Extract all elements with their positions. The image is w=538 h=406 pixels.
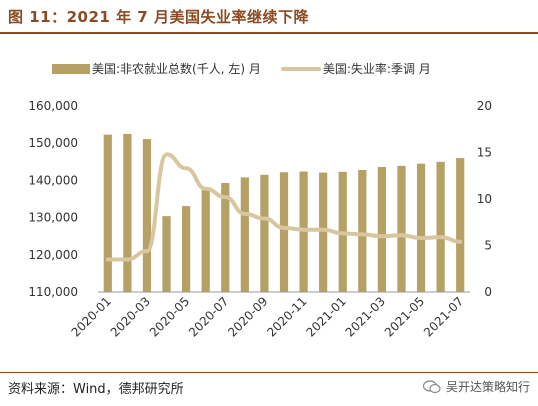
bar (181, 206, 191, 292)
bar (358, 169, 367, 292)
bar (201, 188, 210, 292)
bar (456, 158, 465, 292)
bar-series (103, 133, 465, 292)
y-right-tick-label: 10 (477, 192, 492, 206)
bar (436, 161, 445, 292)
y-right-tick-label: 15 (477, 146, 492, 160)
x-axis: 2020-012020-032020-052020-072020-092020-… (69, 291, 470, 340)
bar (377, 167, 387, 292)
legend-bar-label: 美国:非农就业总数(千人, 左) 月 (92, 62, 261, 76)
y-left-tick-label: 120,000 (28, 248, 78, 262)
left-axis: 110,000 120,000 130,000 140,000 150,000 160,0… (28, 99, 78, 299)
legend-bar-swatch (52, 63, 90, 74)
y-left-tick-label: 160,000 (28, 99, 78, 113)
footer-divider (0, 372, 538, 373)
y-left-tick-label: 130,000 (28, 211, 78, 225)
legend-line-label: 美国:失业率:季调 月 (322, 62, 431, 76)
bar (123, 133, 132, 292)
chart-svg: 110,000 120,000 130,000 140,000 150,000 160,0… (28, 99, 492, 340)
title-divider (0, 32, 538, 34)
x-tick-label: 2020-05 (147, 294, 192, 339)
y-right-tick-label: 5 (484, 239, 492, 253)
legend: 美国:非农就业总数(千人, 左) 月 美国:失业率:季调 月 (52, 60, 431, 77)
chart-title: 图 11：2021 年 7 月美国失业率继续下降 (8, 8, 309, 26)
brand-name: 吴开达策略知行 (445, 380, 530, 394)
bar (299, 171, 308, 292)
y-left-tick-label: 150,000 (28, 136, 78, 150)
bar (142, 139, 152, 292)
x-tick-label: 2020-07 (186, 294, 231, 339)
line-series (105, 152, 463, 262)
x-tick-label: 2020-11 (264, 294, 309, 339)
x-tick-label: 2020-09 (225, 294, 270, 339)
wechat-icon (422, 379, 441, 394)
x-tick-label: 2020-01 (69, 294, 114, 339)
legend-line-swatch (280, 66, 321, 71)
x-tick-label: 2021-01 (304, 294, 349, 339)
y-right-tick-label: 20 (477, 99, 492, 113)
source-note: 资料来源：Wind，德邦研究所 (8, 382, 184, 397)
y-left-tick-label: 140,000 (28, 173, 78, 187)
x-tick-label: 2021-03 (343, 294, 388, 339)
x-tick-label: 2021-05 (382, 294, 427, 339)
bar (103, 134, 112, 292)
bar (319, 172, 328, 292)
bar (162, 216, 171, 292)
bar (279, 172, 289, 292)
bar (240, 177, 249, 292)
x-tick-label: 2021-07 (421, 294, 466, 339)
y-left-tick-label: 110,000 (28, 285, 78, 299)
bar (416, 163, 426, 292)
bar (260, 174, 269, 292)
bar (397, 165, 406, 292)
x-tick-label: 2020-03 (108, 294, 153, 339)
bar (221, 183, 230, 292)
right-axis: 0 5 10 15 20 (477, 99, 492, 299)
brand-watermark: 吴开达策略知行 (422, 378, 530, 395)
y-right-tick-label: 0 (484, 285, 492, 299)
